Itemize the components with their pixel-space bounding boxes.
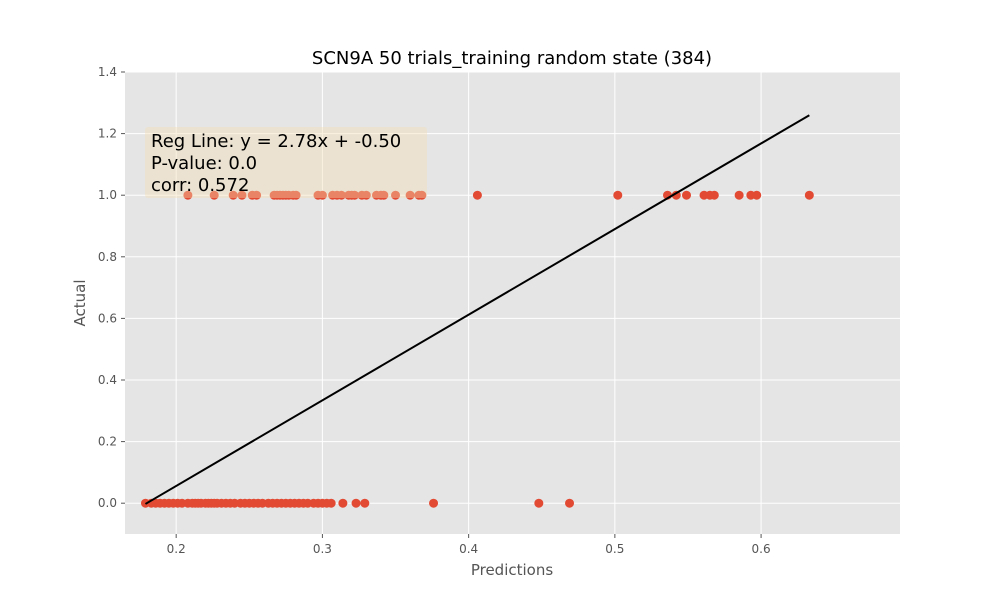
x-tick-label: 0.5 xyxy=(605,542,624,556)
data-point xyxy=(252,190,262,200)
data-point xyxy=(326,498,336,508)
annotation-box: Reg Line: y = 2.78x + -0.50P-value: 0.0c… xyxy=(145,127,427,198)
data-point xyxy=(183,190,193,200)
data-point xyxy=(613,190,623,200)
data-point xyxy=(209,190,219,200)
regression-line xyxy=(144,114,810,505)
y-tick-label: 0.8 xyxy=(98,250,117,264)
data-point xyxy=(338,498,348,508)
data-point xyxy=(534,498,544,508)
data-point xyxy=(360,498,370,508)
data-point xyxy=(734,190,744,200)
data-point xyxy=(351,498,361,508)
y-axis-ticks: 0.0 0.2 0.4 0.6 0.8 1.0 1.2 1.4 xyxy=(98,65,125,510)
annotation-line: corr: 0.572 xyxy=(151,175,249,196)
data-point xyxy=(752,190,762,200)
y-tick-label: 1.0 xyxy=(98,188,117,202)
annotation-line: Reg Line: y = 2.78x + -0.50 xyxy=(151,131,401,152)
data-point xyxy=(361,190,371,200)
annotation-background xyxy=(145,127,427,198)
x-tick-label: 0.3 xyxy=(313,542,332,556)
chart-title: SCN9A 50 trials_training random state (3… xyxy=(312,48,712,69)
data-point xyxy=(417,190,427,200)
data-point xyxy=(336,190,346,200)
plot-area xyxy=(125,72,900,534)
y-tick-label: 1.2 xyxy=(98,127,117,141)
data-point xyxy=(405,190,415,200)
data-point xyxy=(709,190,719,200)
data-point xyxy=(379,190,389,200)
y-tick-label: 0.2 xyxy=(98,435,117,449)
data-points xyxy=(140,190,814,508)
data-point xyxy=(429,498,439,508)
data-point xyxy=(228,190,238,200)
x-tick-label: 0.6 xyxy=(752,542,771,556)
data-point xyxy=(682,190,692,200)
y-tick-label: 0.0 xyxy=(98,496,117,510)
data-point xyxy=(565,498,575,508)
data-point xyxy=(804,190,814,200)
data-point xyxy=(317,190,327,200)
x-tick-label: 0.2 xyxy=(167,542,186,556)
y-tick-label: 0.4 xyxy=(98,373,117,387)
data-point xyxy=(472,190,482,200)
x-axis-ticks: 0.2 0.3 0.4 0.5 0.6 xyxy=(167,534,771,556)
regression-line-group xyxy=(144,114,810,505)
y-tick-label: 0.6 xyxy=(98,311,117,325)
data-point xyxy=(391,190,401,200)
data-point xyxy=(237,190,247,200)
data-point xyxy=(291,190,301,200)
x-axis-label: Predictions xyxy=(471,561,554,579)
y-axis-label: Actual xyxy=(71,280,89,327)
x-tick-label: 0.4 xyxy=(459,542,478,556)
annotation-line: P-value: 0.0 xyxy=(151,153,257,174)
data-point xyxy=(350,190,360,200)
y-tick-label: 1.4 xyxy=(98,65,117,79)
